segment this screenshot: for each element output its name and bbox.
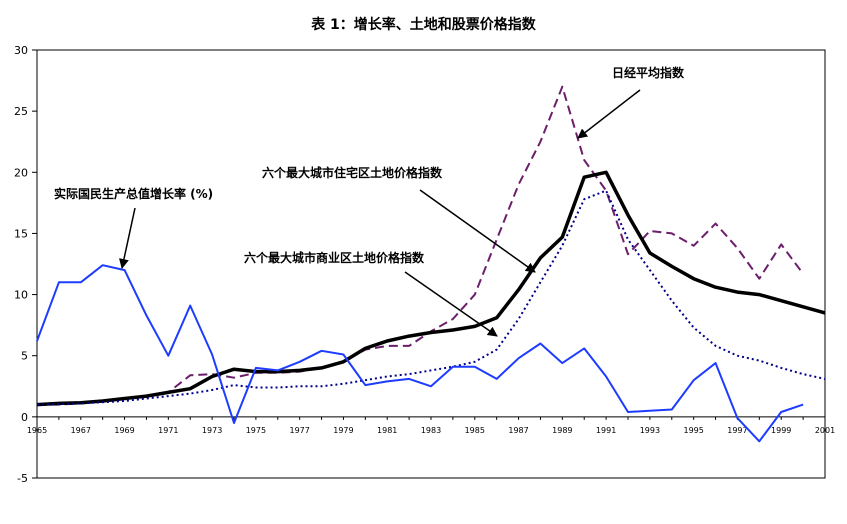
annotation-arrow-gdp — [119, 207, 136, 269]
x-tick-label: 1971 — [158, 426, 178, 435]
x-tick-label: 1973 — [202, 426, 222, 435]
x-tick-label: 1989 — [552, 426, 572, 435]
x-tick-label: 1975 — [246, 426, 266, 435]
x-tick-label: 1967 — [71, 426, 91, 435]
annotation-arrow-residential — [419, 189, 536, 273]
annotation-arrow-nikkei — [577, 89, 641, 139]
y-tick-label: -5 — [17, 472, 28, 485]
annotation-label-commercial: 六个最大城市商业区土地价格指数 — [244, 250, 425, 265]
plot-area-frame — [36, 49, 826, 479]
annotation-label-gdp: 实际国民生产总值增长率 (%) — [54, 186, 213, 201]
x-tick-label: 1983 — [421, 426, 441, 435]
y-tick-label: 25 — [14, 105, 28, 118]
x-tick-label: 1985 — [465, 426, 485, 435]
x-tick-label: 2001 — [815, 426, 835, 435]
annotation-arrow-commercial — [404, 271, 498, 337]
x-tick-label: 1969 — [114, 426, 134, 435]
series-line-nikkei — [37, 85, 804, 406]
x-tick-label: 1991 — [596, 426, 616, 435]
x-tick-label: 1993 — [640, 426, 660, 435]
y-tick-label: 10 — [14, 289, 28, 302]
y-tick-label: 30 — [14, 44, 28, 57]
chart-title: 表 1：增长率、土地和股票价格指数 — [311, 17, 536, 33]
x-tick-label: 1987 — [508, 426, 528, 435]
series-line-commercial — [36, 189, 826, 406]
y-tick-label: 5 — [21, 350, 28, 363]
x-tick-label: 1977 — [289, 426, 309, 435]
series-line-residential — [36, 170, 826, 407]
x-tick-label: 1995 — [683, 426, 703, 435]
x-tick-label: 1979 — [333, 426, 353, 435]
annotation-label-residential: 六个最大城市住宅区土地价格指数 — [262, 165, 443, 180]
x-tick-label: 1981 — [377, 426, 397, 435]
series-line-gdp — [36, 264, 804, 443]
annotation-label-nikkei: 日经平均指数 — [612, 65, 685, 80]
x-tick-label: 1997 — [727, 426, 747, 435]
x-tick-label: 1999 — [771, 426, 791, 435]
y-tick-label: 20 — [14, 166, 28, 179]
y-tick-label: 0 — [21, 411, 28, 424]
x-tick-label: 1965 — [27, 426, 47, 435]
y-tick-label: 15 — [14, 227, 28, 240]
